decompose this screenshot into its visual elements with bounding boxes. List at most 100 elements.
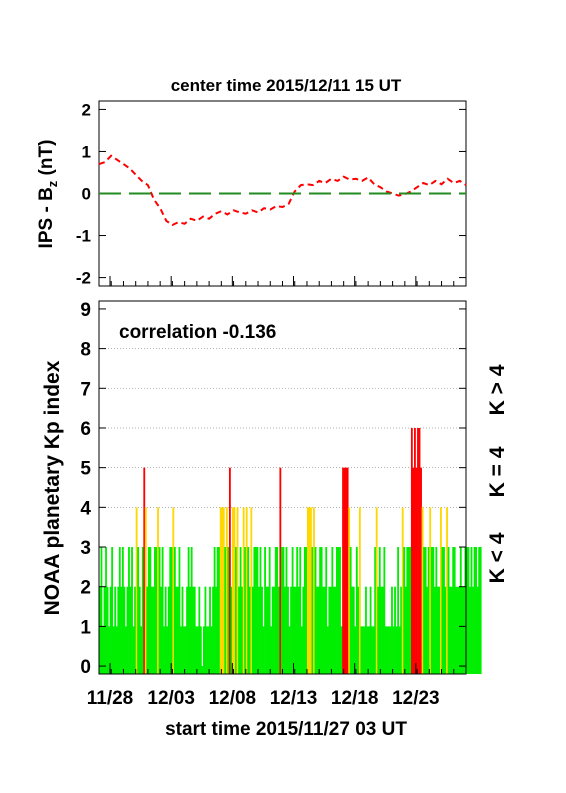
kp-bar bbox=[291, 547, 294, 674]
kp-bar bbox=[287, 586, 289, 674]
kp-bar bbox=[450, 586, 453, 674]
kp-bar bbox=[103, 586, 106, 674]
kp-bar bbox=[120, 586, 123, 674]
kp-bar bbox=[293, 586, 296, 674]
kp-bar bbox=[137, 547, 140, 674]
kp-bar bbox=[270, 626, 273, 674]
kp-bar bbox=[326, 626, 329, 674]
kp-bar bbox=[244, 547, 247, 674]
kp-bar bbox=[146, 586, 149, 674]
kp-bar bbox=[449, 586, 452, 674]
kp-bar bbox=[377, 586, 380, 674]
kp-y-tick-label: 1 bbox=[80, 617, 91, 638]
bz-y-tick-label: 2 bbox=[82, 100, 91, 119]
kp-bar bbox=[462, 586, 465, 674]
kp-bar bbox=[435, 547, 438, 674]
kp-bar bbox=[186, 586, 188, 674]
kp-y-tick-label: 6 bbox=[80, 419, 91, 440]
kp-bar bbox=[230, 586, 233, 674]
kp-bar bbox=[404, 586, 407, 674]
kp-x-tick-label: 12/08 bbox=[209, 688, 257, 709]
kp-bar bbox=[195, 626, 198, 674]
kp-bar bbox=[441, 547, 444, 674]
kp-bar bbox=[147, 547, 150, 674]
kp-bar bbox=[311, 547, 314, 674]
bz-y-tick-label: -2 bbox=[76, 269, 91, 288]
kp-x-ticks: 11/28 12/03 12/08 12/13 12/18 12/23 bbox=[87, 276, 455, 709]
kp-bar bbox=[476, 586, 479, 674]
kp-bar bbox=[279, 467, 282, 674]
kp-bar bbox=[112, 626, 115, 674]
kp-bar bbox=[345, 467, 348, 674]
kp-bar bbox=[121, 547, 124, 674]
kp-bar bbox=[388, 626, 390, 674]
legend-k-low: K < 4 bbox=[486, 532, 509, 583]
kp-bar bbox=[446, 507, 448, 674]
kp-bar bbox=[115, 626, 118, 674]
kp-bar bbox=[453, 547, 456, 674]
kp-bar bbox=[303, 547, 306, 674]
kp-bar bbox=[193, 586, 196, 674]
bz-series bbox=[98, 154, 467, 227]
kp-bar bbox=[412, 467, 415, 674]
kp-bar bbox=[290, 586, 292, 674]
kp-bar bbox=[440, 507, 442, 674]
kp-bar bbox=[247, 547, 250, 674]
kp-bar bbox=[410, 427, 413, 674]
kp-bar bbox=[109, 586, 112, 674]
bz-prediction-line bbox=[98, 154, 467, 227]
kp-bar bbox=[190, 547, 193, 674]
legend-k-high: K > 4 bbox=[486, 364, 509, 415]
kp-bar bbox=[250, 507, 253, 674]
kp-bar bbox=[163, 626, 166, 674]
kp-bar bbox=[149, 547, 152, 674]
kp-bar bbox=[236, 507, 239, 674]
kp-bar bbox=[176, 586, 179, 674]
kp-bar bbox=[354, 626, 357, 674]
kp-bar bbox=[447, 547, 450, 674]
kp-y-tick-label: 9 bbox=[80, 300, 91, 321]
kp-y-tick-label: 7 bbox=[80, 379, 91, 400]
kp-bar bbox=[134, 586, 136, 674]
kp-bar bbox=[143, 467, 146, 674]
kp-bar bbox=[374, 547, 377, 674]
kp-bar bbox=[218, 547, 221, 674]
kp-bar bbox=[192, 586, 195, 674]
kp-bar bbox=[123, 586, 126, 674]
kp-bar bbox=[224, 547, 227, 674]
kp-bar bbox=[322, 586, 325, 674]
kp-bar bbox=[157, 507, 159, 674]
kp-bar bbox=[189, 586, 192, 674]
kp-bar bbox=[452, 547, 455, 674]
kp-bar bbox=[207, 626, 210, 674]
kp-bar bbox=[317, 586, 320, 674]
kp-bar bbox=[140, 626, 143, 674]
kp-bar bbox=[150, 586, 153, 674]
kp-bar bbox=[216, 547, 219, 674]
kp-panel: 0 1 2 3 4 5 6 7 8 9 11/28 12/03 12/08 12/13 12/18 12/2… bbox=[41, 276, 482, 709]
kp-bar bbox=[395, 626, 398, 674]
kp-bar bbox=[271, 586, 274, 674]
kp-x-tick-label: 12/03 bbox=[147, 688, 195, 709]
kp-bar bbox=[202, 626, 205, 674]
kp-bar bbox=[268, 547, 271, 674]
kp-bar bbox=[424, 547, 427, 674]
kp-bar bbox=[400, 586, 403, 674]
kp-bar bbox=[262, 626, 265, 674]
kp-bar bbox=[210, 626, 213, 674]
kp-bar bbox=[433, 586, 436, 674]
kp-bar bbox=[135, 507, 138, 674]
kp-bar bbox=[274, 547, 277, 674]
kp-bar bbox=[469, 586, 471, 674]
kp-y-tick-label: 8 bbox=[80, 340, 91, 361]
kp-bar bbox=[456, 586, 459, 674]
kp-bar bbox=[337, 547, 340, 674]
kp-bar bbox=[169, 547, 172, 674]
kp-bar bbox=[432, 547, 435, 674]
kp-bar bbox=[173, 547, 176, 674]
kp-bar bbox=[430, 547, 433, 674]
bz-y-tick-label: 0 bbox=[82, 185, 91, 204]
kp-bar bbox=[114, 586, 117, 674]
kp-bar bbox=[391, 586, 393, 674]
kp-bar bbox=[212, 586, 214, 674]
